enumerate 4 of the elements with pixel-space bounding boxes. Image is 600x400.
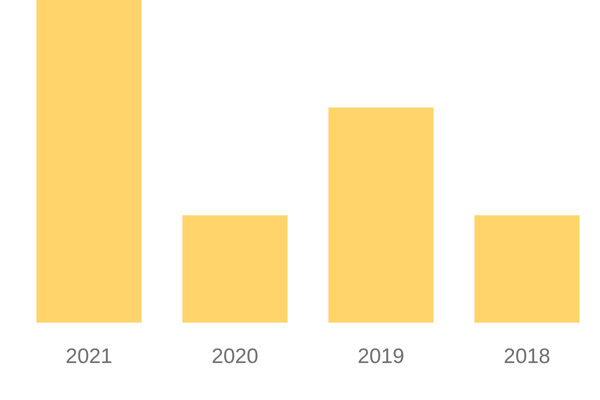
x-tick-label: 2018 (504, 345, 550, 368)
x-tick-label: 2020 (212, 345, 258, 368)
x-tick-label: 2021 (66, 345, 112, 368)
x-tick-label: 2019 (358, 345, 404, 368)
